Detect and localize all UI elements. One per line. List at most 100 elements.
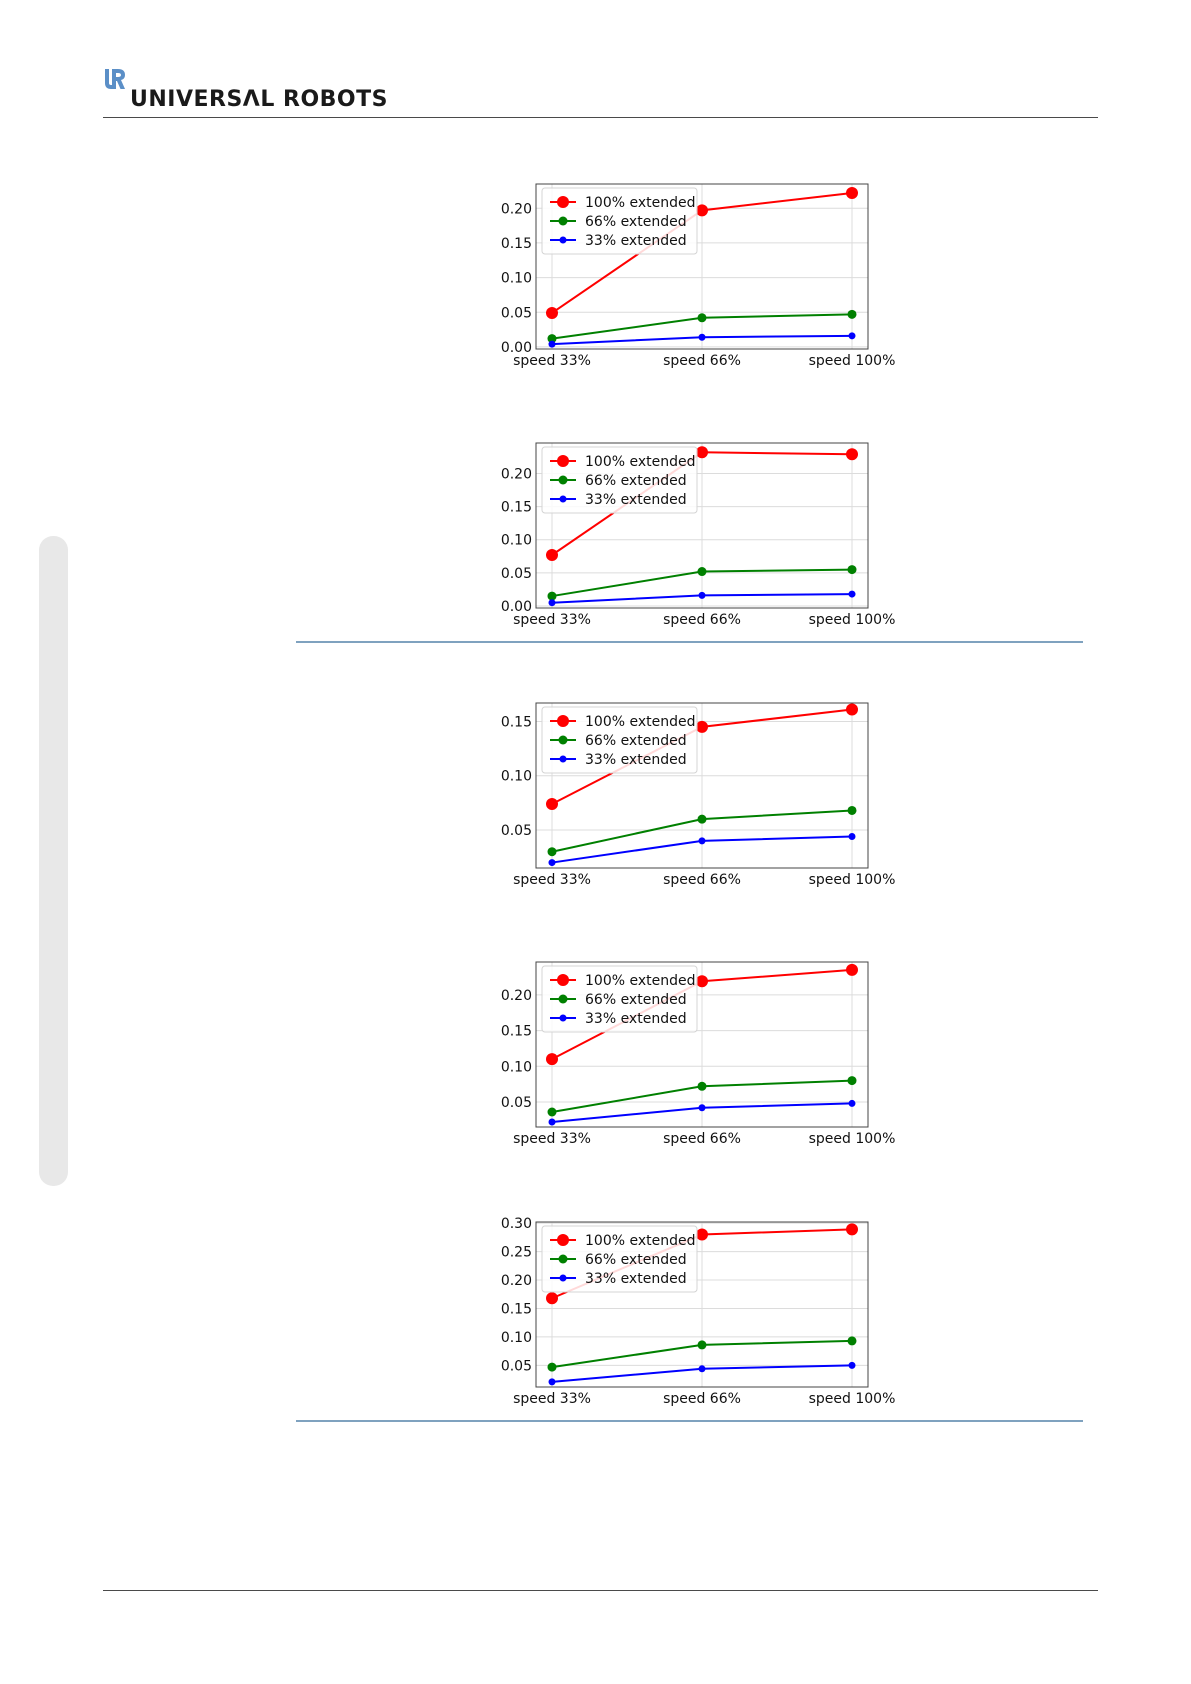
x-tick-label: speed 100% [809, 1391, 896, 1407]
y-tick-label: 0.30 [501, 1216, 532, 1232]
data-point [547, 1107, 557, 1117]
data-point [546, 797, 558, 810]
chart-3: 0.05 0.10 0.15 speed 33% speed 66% speed 100%… [480, 697, 920, 897]
side-tab [39, 536, 68, 1186]
legend-label: 33% extended [585, 1271, 687, 1287]
data-point [696, 204, 708, 217]
legend-label: 100% extended [585, 973, 696, 989]
x-tick-label: speed 66% [663, 1131, 741, 1147]
data-point [546, 1053, 558, 1066]
data-point [548, 599, 556, 607]
legend: 100% extended 66% extended 33% extended [541, 706, 698, 774]
legend-box [541, 1225, 698, 1293]
y-tick-label: 0.05 [501, 305, 532, 321]
y-tick-label: 0.05 [501, 566, 532, 582]
data-point [696, 446, 708, 459]
plot-frame [535, 442, 869, 609]
data-point [847, 309, 857, 319]
section-divider-2 [296, 1420, 1083, 1422]
legend-label: 66% extended [585, 733, 687, 749]
y-tick-label: 0.10 [501, 1330, 532, 1346]
y-tick-label: 0.10 [501, 533, 532, 549]
legend-label: 33% extended [585, 492, 687, 508]
y-tick-label: 0.15 [501, 1024, 532, 1040]
section-divider-1 [296, 641, 1083, 643]
data-point [548, 1118, 556, 1126]
legend-box [541, 706, 698, 774]
plot-frame [535, 961, 869, 1128]
chart-2-svg: 0.00 0.05 0.10 0.15 0.20 speed 33% speed 66% sp… [501, 442, 896, 628]
data-point [848, 1361, 856, 1369]
chart-1: 0.00 0.05 0.10 0.15 0.20 speed 33% speed 66% sp… [480, 178, 920, 378]
legend-swatch-marker [557, 455, 569, 467]
data-point [698, 591, 706, 599]
footer-rule [103, 1590, 1098, 1591]
plot-frame [535, 183, 869, 350]
legend-label: 100% extended [585, 195, 696, 211]
legend-swatch-marker [558, 994, 568, 1004]
y-tick-label: 0.15 [501, 236, 532, 252]
data-point [697, 1081, 707, 1091]
y-tick-label: 0.00 [501, 340, 532, 356]
chart-1-svg: 0.00 0.05 0.10 0.15 0.20 speed 33% speed 66% sp… [501, 183, 896, 369]
legend-swatch-marker [557, 715, 569, 727]
y-tick-label: 0.25 [501, 1245, 532, 1261]
data-point [547, 1362, 557, 1372]
y-tick-label: 0.05 [501, 1095, 532, 1111]
chart-3-svg: 0.05 0.10 0.15 speed 33% speed 66% speed 100%… [501, 702, 895, 888]
data-point [547, 847, 557, 857]
data-point [846, 963, 858, 976]
data-point [698, 333, 706, 341]
data-point [697, 1340, 707, 1350]
data-point [848, 332, 856, 340]
legend-box [541, 187, 698, 255]
y-tick-label: 0.20 [501, 466, 532, 482]
x-tick-label: speed 33% [513, 1391, 591, 1407]
x-tick-label: speed 66% [663, 612, 741, 628]
chart-5: 0.05 0.10 0.15 0.20 0.25 0.30 speed 33% speed 6… [480, 1216, 920, 1416]
legend-swatch-marker [558, 475, 568, 485]
y-tick-label: 0.15 [501, 714, 532, 730]
x-tick-label: speed 100% [809, 353, 896, 369]
legend-label: 66% extended [585, 992, 687, 1008]
y-tick-label: 0.15 [501, 500, 532, 516]
x-tick-label: speed 66% [663, 353, 741, 369]
x-tick-label: speed 66% [663, 872, 741, 888]
header-rule [103, 117, 1098, 118]
legend-label: 66% extended [585, 1252, 687, 1268]
legend-swatch-marker [558, 216, 568, 226]
legend: 100% extended 66% extended 33% extended [541, 1225, 698, 1293]
legend-swatch-marker [559, 1274, 567, 1282]
data-point [546, 548, 558, 561]
data-point [848, 590, 856, 598]
plot-frame [535, 1221, 869, 1388]
x-tick-label: speed 100% [809, 1131, 896, 1147]
chart-2: 0.00 0.05 0.10 0.15 0.20 speed 33% speed 66% sp… [480, 437, 920, 637]
chart-5-svg: 0.05 0.10 0.15 0.20 0.25 0.30 speed 33% speed 6… [501, 1216, 896, 1407]
brand-name: UNIVERSΛL ROBOTS [130, 87, 388, 112]
x-tick-label: speed 33% [513, 872, 591, 888]
y-tick-label: 0.20 [501, 1273, 532, 1289]
legend-swatch-marker [558, 735, 568, 745]
data-point [547, 591, 557, 601]
legend-label: 33% extended [585, 1011, 687, 1027]
y-tick-label: 0.05 [501, 1358, 532, 1374]
data-point [698, 1104, 706, 1112]
y-tick-label: 0.05 [501, 823, 532, 839]
data-point [846, 187, 858, 200]
legend-swatch-marker [559, 236, 567, 244]
legend-label: 100% extended [585, 1233, 696, 1249]
data-point [548, 1378, 556, 1386]
chart-4-svg: 0.05 0.10 0.15 0.20 speed 33% speed 66% speed … [501, 961, 896, 1147]
data-point [697, 313, 707, 323]
y-tick-label: 0.20 [501, 988, 532, 1004]
y-tick-label: 0.10 [501, 271, 532, 287]
legend-box [541, 446, 698, 514]
x-tick-label: speed 100% [809, 612, 896, 628]
data-point [696, 1228, 708, 1241]
data-point [847, 565, 857, 575]
chart-4: 0.05 0.10 0.15 0.20 speed 33% speed 66% speed … [480, 956, 920, 1156]
legend-swatch-marker [557, 1234, 569, 1246]
header-logo: UNIVERSΛL ROBOTS [103, 67, 387, 115]
legend-box [541, 965, 698, 1033]
